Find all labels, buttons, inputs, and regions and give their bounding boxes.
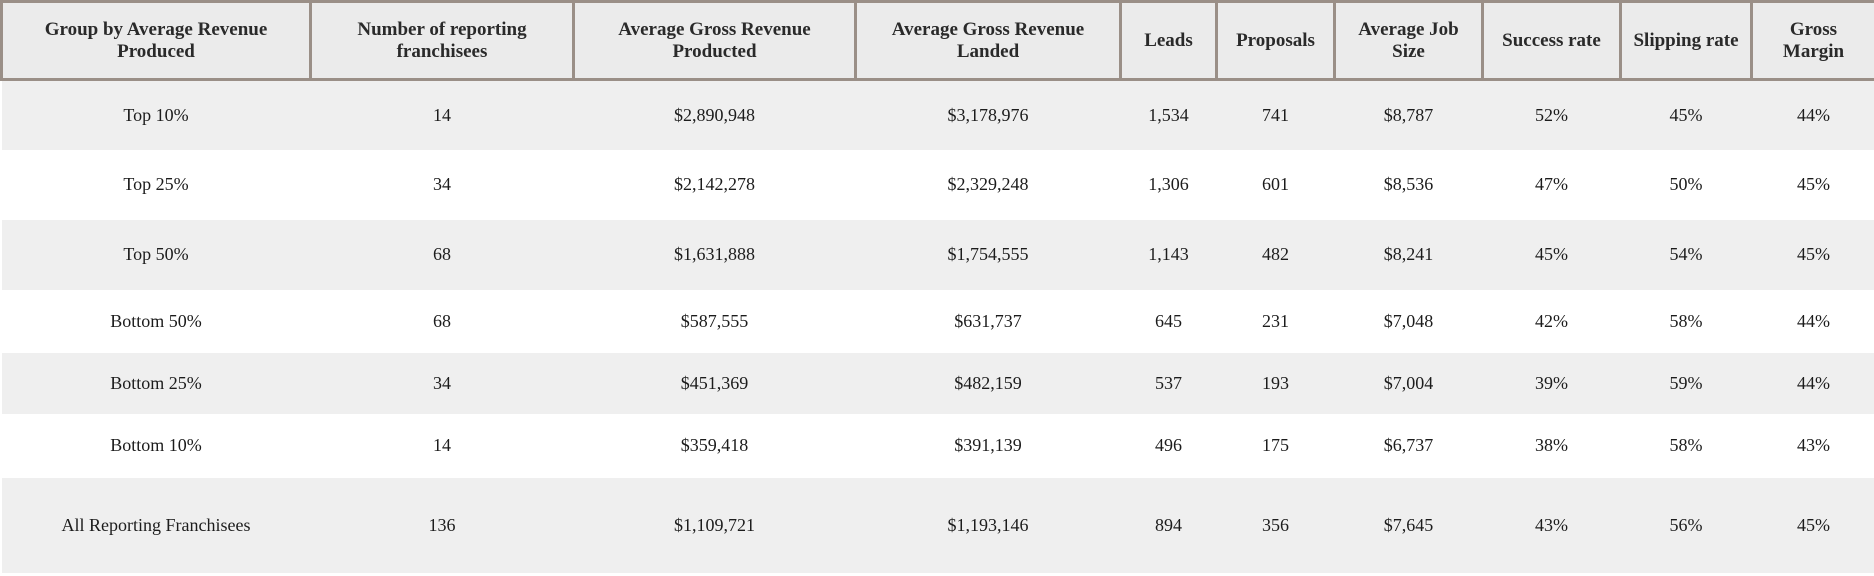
cell-success-rate: 52% bbox=[1482, 79, 1621, 150]
cell-group: Top 25% bbox=[1, 149, 311, 220]
cell-leads: 645 bbox=[1120, 289, 1217, 353]
cell-gross-margin: 45% bbox=[1751, 477, 1874, 573]
cell-franchisee-count: 68 bbox=[310, 289, 574, 353]
cell-avg-job-size: $8,241 bbox=[1334, 219, 1483, 290]
cell-revenue-landed: $631,737 bbox=[855, 289, 1121, 353]
header-leads: Leads bbox=[1119, 0, 1218, 81]
cell-success-rate: 39% bbox=[1482, 352, 1621, 414]
table-header: Group by Average Revenue Produced Number… bbox=[0, 0, 1874, 81]
cell-avg-job-size: $8,787 bbox=[1334, 79, 1483, 150]
cell-leads: 1,143 bbox=[1120, 219, 1217, 290]
cell-franchisee-count: 34 bbox=[310, 149, 574, 220]
table-body: Top 10% 14 $2,890,948 $3,178,976 1,534 7… bbox=[1, 79, 1874, 573]
cell-group: Bottom 50% bbox=[1, 289, 311, 353]
cell-gross-margin: 44% bbox=[1751, 289, 1874, 353]
cell-slipping-rate: 56% bbox=[1620, 477, 1752, 573]
cell-slipping-rate: 59% bbox=[1620, 352, 1752, 414]
cell-avg-job-size: $7,004 bbox=[1334, 352, 1483, 414]
table-row: Top 25% 34 $2,142,278 $2,329,248 1,306 6… bbox=[1, 149, 1874, 220]
cell-group: Top 10% bbox=[1, 79, 311, 150]
cell-revenue-landed: $1,193,146 bbox=[855, 477, 1121, 573]
cell-revenue-landed: $3,178,976 bbox=[855, 79, 1121, 150]
header-gross-margin: Gross Margin bbox=[1750, 0, 1874, 81]
header-group: Group by Average Revenue Produced bbox=[0, 0, 312, 81]
cell-slipping-rate: 54% bbox=[1620, 219, 1752, 290]
cell-gross-margin: 44% bbox=[1751, 79, 1874, 150]
cell-leads: 496 bbox=[1120, 413, 1217, 478]
cell-group: All Reporting Franchisees bbox=[1, 477, 311, 573]
cell-proposals: 193 bbox=[1216, 352, 1335, 414]
cell-slipping-rate: 58% bbox=[1620, 289, 1752, 353]
cell-proposals: 741 bbox=[1216, 79, 1335, 150]
cell-success-rate: 42% bbox=[1482, 289, 1621, 353]
cell-proposals: 231 bbox=[1216, 289, 1335, 353]
cell-revenue-produced: $359,418 bbox=[573, 413, 856, 478]
cell-revenue-produced: $2,890,948 bbox=[573, 79, 856, 150]
cell-proposals: 601 bbox=[1216, 149, 1335, 220]
cell-slipping-rate: 50% bbox=[1620, 149, 1752, 220]
header-slipping-rate: Slipping rate bbox=[1619, 0, 1753, 81]
cell-gross-margin: 45% bbox=[1751, 219, 1874, 290]
cell-franchisee-count: 68 bbox=[310, 219, 574, 290]
table-row: Top 10% 14 $2,890,948 $3,178,976 1,534 7… bbox=[1, 79, 1874, 150]
cell-franchisee-count: 34 bbox=[310, 352, 574, 414]
cell-revenue-produced: $451,369 bbox=[573, 352, 856, 414]
cell-franchisee-count: 14 bbox=[310, 79, 574, 150]
cell-franchisee-count: 14 bbox=[310, 413, 574, 478]
cell-gross-margin: 43% bbox=[1751, 413, 1874, 478]
cell-proposals: 482 bbox=[1216, 219, 1335, 290]
cell-leads: 1,534 bbox=[1120, 79, 1217, 150]
cell-leads: 894 bbox=[1120, 477, 1217, 573]
cell-revenue-landed: $2,329,248 bbox=[855, 149, 1121, 220]
cell-success-rate: 47% bbox=[1482, 149, 1621, 220]
table-row-total: All Reporting Franchisees 136 $1,109,721… bbox=[1, 477, 1874, 573]
cell-leads: 1,306 bbox=[1120, 149, 1217, 220]
cell-avg-job-size: $7,645 bbox=[1334, 477, 1483, 573]
cell-success-rate: 43% bbox=[1482, 477, 1621, 573]
cell-slipping-rate: 45% bbox=[1620, 79, 1752, 150]
cell-avg-job-size: $6,737 bbox=[1334, 413, 1483, 478]
cell-group: Bottom 10% bbox=[1, 413, 311, 478]
cell-avg-job-size: $8,536 bbox=[1334, 149, 1483, 220]
cell-proposals: 356 bbox=[1216, 477, 1335, 573]
header-franchisee-count: Number of reporting franchisees bbox=[309, 0, 575, 81]
cell-revenue-landed: $1,754,555 bbox=[855, 219, 1121, 290]
table-row: Top 50% 68 $1,631,888 $1,754,555 1,143 4… bbox=[1, 219, 1874, 290]
table-row: Bottom 50% 68 $587,555 $631,737 645 231 … bbox=[1, 289, 1874, 353]
cell-revenue-produced: $2,142,278 bbox=[573, 149, 856, 220]
header-avg-gross-revenue-landed: Average Gross Revenue Landed bbox=[854, 0, 1122, 81]
cell-revenue-produced: $587,555 bbox=[573, 289, 856, 353]
cell-leads: 537 bbox=[1120, 352, 1217, 414]
cell-group: Top 50% bbox=[1, 219, 311, 290]
table-row: Bottom 10% 14 $359,418 $391,139 496 175 … bbox=[1, 413, 1874, 478]
header-row: Group by Average Revenue Produced Number… bbox=[0, 0, 1874, 81]
cell-group: Bottom 25% bbox=[1, 352, 311, 414]
cell-gross-margin: 44% bbox=[1751, 352, 1874, 414]
header-avg-job-size: Average Job Size bbox=[1333, 0, 1484, 81]
cell-slipping-rate: 58% bbox=[1620, 413, 1752, 478]
header-avg-gross-revenue-produced: Average Gross Revenue Producted bbox=[572, 0, 857, 81]
cell-success-rate: 38% bbox=[1482, 413, 1621, 478]
cell-revenue-produced: $1,109,721 bbox=[573, 477, 856, 573]
table-row: Bottom 25% 34 $451,369 $482,159 537 193 … bbox=[1, 352, 1874, 414]
cell-revenue-landed: $482,159 bbox=[855, 352, 1121, 414]
cell-franchisee-count: 136 bbox=[310, 477, 574, 573]
cell-avg-job-size: $7,048 bbox=[1334, 289, 1483, 353]
cell-revenue-produced: $1,631,888 bbox=[573, 219, 856, 290]
cell-gross-margin: 45% bbox=[1751, 149, 1874, 220]
cell-revenue-landed: $391,139 bbox=[855, 413, 1121, 478]
cell-success-rate: 45% bbox=[1482, 219, 1621, 290]
cell-proposals: 175 bbox=[1216, 413, 1335, 478]
header-success-rate: Success rate bbox=[1481, 0, 1622, 81]
header-proposals: Proposals bbox=[1215, 0, 1336, 81]
